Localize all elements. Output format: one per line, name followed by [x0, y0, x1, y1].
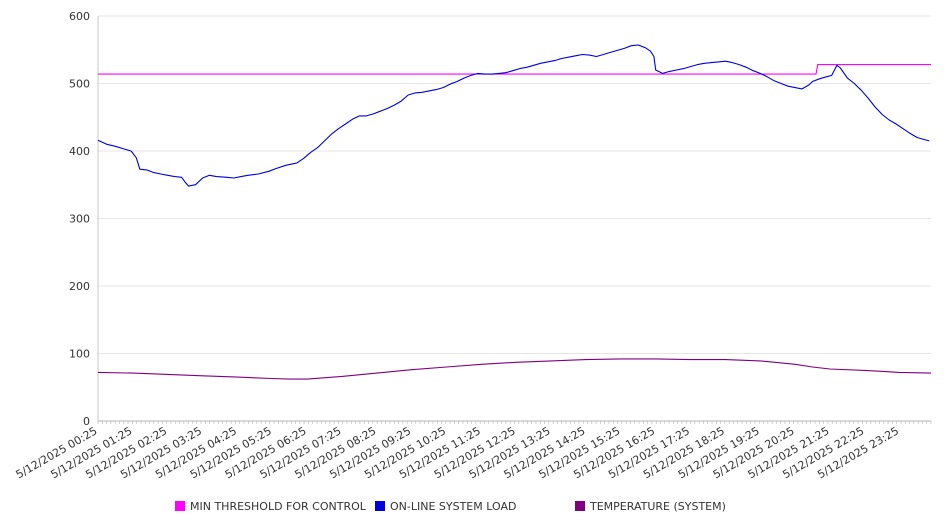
y-tick-label: 400: [69, 145, 90, 158]
temperature-system-line: [97, 358, 932, 380]
y-tick-label: 200: [69, 280, 90, 293]
y-tick-labels: 0 100 200 300 400 500 600: [69, 10, 90, 428]
x-tick-labels: 5/12/2025 00:255/12/2025 01:255/12/2025 …: [14, 424, 901, 481]
y-tick-label: 0: [83, 415, 90, 428]
grid-lines: [98, 15, 931, 354]
legend-label: ON-LINE SYSTEM LOAD: [390, 499, 517, 513]
legend: MIN THRESHOLD FOR CONTROL ON-LINE SYSTEM…: [175, 498, 745, 514]
legend-item[interactable]: TEMPERATURE (SYSTEM): [575, 500, 745, 513]
legend-label: MIN THRESHOLD FOR CONTROL: [190, 499, 366, 513]
on-line-system-load-line: [97, 44, 930, 187]
legend-item[interactable]: ON-LINE SYSTEM LOAD: [375, 500, 575, 513]
legend-swatch: [375, 501, 385, 511]
axes: [97, 16, 932, 424]
min-threshold-for-control-line: [98, 64, 931, 75]
legend-label: TEMPERATURE (SYSTEM): [590, 499, 726, 513]
y-tick-label: 300: [69, 213, 90, 226]
legend-swatch: [175, 501, 185, 511]
legend-swatch: [575, 501, 585, 511]
y-tick-label: 600: [69, 10, 90, 23]
series-lines: [97, 44, 932, 380]
y-tick-label: 500: [69, 78, 90, 91]
y-tick-label: 100: [69, 348, 90, 361]
legend-item[interactable]: MIN THRESHOLD FOR CONTROL: [175, 500, 375, 513]
